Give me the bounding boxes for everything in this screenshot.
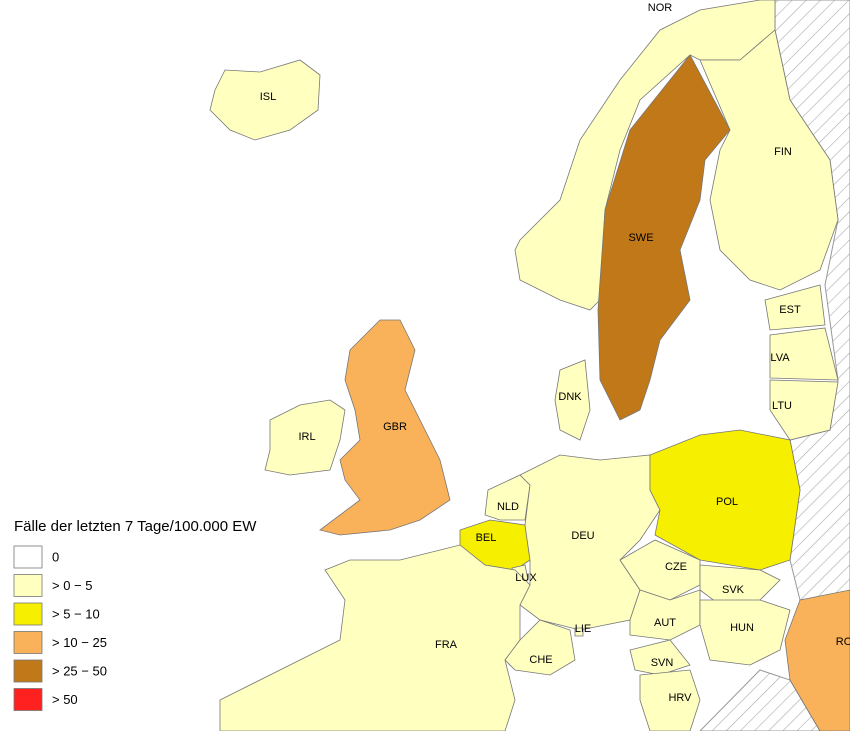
country-shape bbox=[597, 54, 731, 421]
country-label: HUN bbox=[730, 622, 754, 634]
legend-swatch bbox=[13, 659, 43, 683]
country-label: SWE bbox=[628, 232, 653, 244]
legend-swatch bbox=[13, 574, 43, 597]
country-label: BEL bbox=[476, 532, 497, 544]
country-label: ISL bbox=[260, 91, 277, 103]
legend-swatch bbox=[13, 602, 43, 626]
country-label: LUX bbox=[515, 572, 537, 584]
legend-label: > 50 bbox=[52, 692, 78, 707]
legend-label: > 5 − 10 bbox=[52, 606, 100, 621]
country-label: DNK bbox=[558, 391, 582, 403]
country-shape bbox=[554, 359, 591, 441]
country-shape bbox=[319, 319, 451, 536]
country-label: EST bbox=[779, 304, 801, 316]
country-label: FIN bbox=[774, 146, 792, 158]
legend-swatch bbox=[13, 545, 43, 569]
legend-label: > 10 − 25 bbox=[52, 635, 107, 650]
legend-label: > 25 − 50 bbox=[52, 663, 107, 678]
country-label: FRA bbox=[435, 639, 458, 651]
country-label: GBR bbox=[383, 421, 407, 433]
country-shape bbox=[209, 59, 321, 141]
country-shape bbox=[504, 619, 576, 676]
country-label: POL bbox=[716, 496, 738, 508]
country-shape bbox=[629, 639, 691, 676]
country-shape bbox=[769, 379, 839, 441]
country-label: CZE bbox=[665, 561, 687, 573]
country-label: RO bbox=[836, 636, 850, 648]
country-shape bbox=[574, 627, 584, 637]
country-label: LVA bbox=[770, 352, 790, 364]
country-shape bbox=[699, 599, 791, 666]
legend-swatch bbox=[13, 631, 43, 654]
country-label: CHE bbox=[529, 654, 552, 666]
country-label: SVN bbox=[651, 657, 674, 669]
country-shape bbox=[769, 327, 839, 381]
country-label: SVK bbox=[722, 584, 745, 596]
legend-swatch bbox=[13, 688, 43, 711]
country-shape bbox=[699, 29, 839, 291]
country-label: NLD bbox=[497, 501, 519, 513]
country-label: AUT bbox=[654, 617, 676, 629]
country-label: LTU bbox=[772, 400, 792, 412]
country-label: IRL bbox=[298, 431, 315, 443]
country-shape bbox=[219, 544, 531, 731]
legend-label: 0 bbox=[52, 549, 59, 564]
country-label: HRV bbox=[668, 692, 692, 704]
country-label: DEU bbox=[571, 530, 594, 542]
country-label: NOR bbox=[648, 2, 673, 14]
country-label: LIE bbox=[575, 623, 592, 635]
country-shape bbox=[764, 284, 826, 331]
legend-title: Fälle der letzten 7 Tage/100.000 EW bbox=[14, 518, 257, 535]
legend-label: > 0 − 5 bbox=[52, 578, 92, 593]
country-shape bbox=[784, 589, 850, 731]
country-shape bbox=[264, 399, 346, 476]
country-shape bbox=[484, 474, 531, 521]
country-shape bbox=[639, 669, 701, 731]
